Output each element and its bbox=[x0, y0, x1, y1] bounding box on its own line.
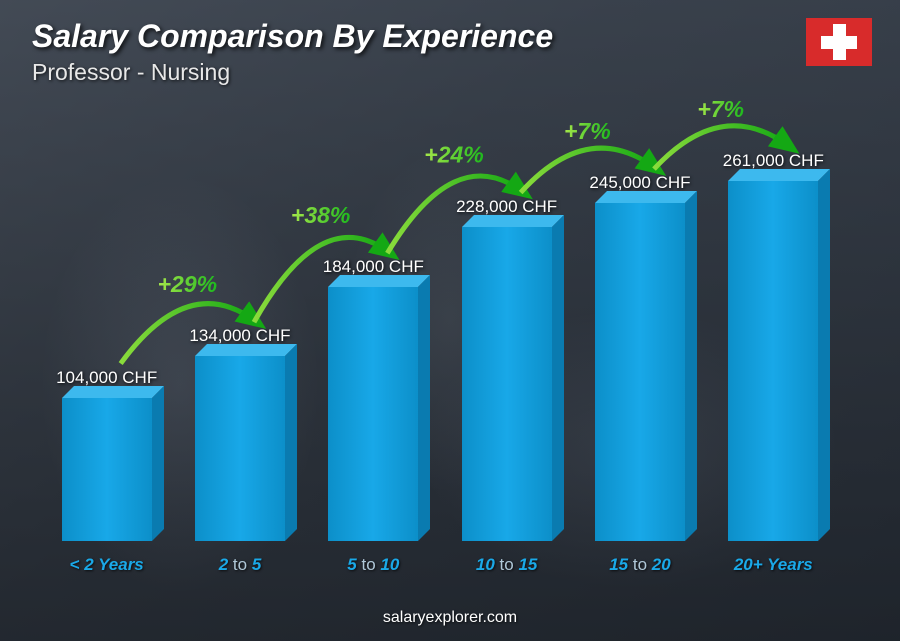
bar-value-label: 184,000 CHF bbox=[323, 257, 424, 277]
bar-group: 245,000 CHF bbox=[580, 173, 700, 541]
bar-side-face bbox=[552, 215, 564, 541]
x-axis-category-label: 5 to 10 bbox=[313, 555, 433, 575]
bar-value-label: 228,000 CHF bbox=[456, 197, 557, 217]
footer-attribution: salaryexplorer.com bbox=[0, 609, 900, 627]
x-axis-category-label: < 2 Years bbox=[47, 555, 167, 575]
bar-front-face bbox=[728, 181, 818, 541]
bar-side-face bbox=[285, 344, 297, 541]
x-axis-category-label: 10 to 15 bbox=[447, 555, 567, 575]
x-axis-category-label: 2 to 5 bbox=[180, 555, 300, 575]
x-axis-category-label: 20+ Years bbox=[713, 555, 833, 575]
bar-group: 104,000 CHF bbox=[47, 368, 167, 541]
bar-side-face bbox=[685, 191, 697, 541]
bars-container: 104,000 CHF 134,000 CHF 184,000 CHF 228,000… bbox=[40, 111, 840, 541]
bar-front-face bbox=[595, 203, 685, 541]
bar-value-label: 245,000 CHF bbox=[589, 173, 690, 193]
bar bbox=[62, 398, 152, 541]
bar-group: 228,000 CHF bbox=[447, 197, 567, 541]
bar bbox=[462, 227, 552, 541]
bar-top-face bbox=[328, 275, 430, 287]
bar-front-face bbox=[328, 287, 418, 541]
country-flag bbox=[806, 18, 872, 66]
bar-side-face bbox=[418, 275, 430, 541]
bar-top-face bbox=[728, 169, 830, 181]
bar-value-label: 104,000 CHF bbox=[56, 368, 157, 388]
flag-cross-horizontal bbox=[821, 36, 857, 49]
bar-top-face bbox=[462, 215, 564, 227]
bar bbox=[195, 356, 285, 541]
bar-front-face bbox=[62, 398, 152, 541]
chart-area: 104,000 CHF 134,000 CHF 184,000 CHF 228,000… bbox=[40, 100, 840, 571]
bar-group: 261,000 CHF bbox=[713, 151, 833, 541]
bar-value-label: 134,000 CHF bbox=[189, 326, 290, 346]
bar-group: 134,000 CHF bbox=[180, 326, 300, 541]
bar-group: 184,000 CHF bbox=[313, 257, 433, 541]
bar-front-face bbox=[462, 227, 552, 541]
x-axis-category-label: 15 to 20 bbox=[580, 555, 700, 575]
bar-side-face bbox=[152, 386, 164, 541]
chart-subtitle: Professor - Nursing bbox=[32, 59, 868, 86]
bar-top-face bbox=[195, 344, 297, 356]
chart-title: Salary Comparison By Experience bbox=[32, 18, 868, 55]
x-axis-labels: < 2 Years 2 to 5 5 to 10 10 to 15 15 to 20 20… bbox=[40, 555, 840, 575]
bar bbox=[595, 203, 685, 541]
bar bbox=[728, 181, 818, 541]
bar-front-face bbox=[195, 356, 285, 541]
bar bbox=[328, 287, 418, 541]
bar-side-face bbox=[818, 169, 830, 541]
bar-value-label: 261,000 CHF bbox=[723, 151, 824, 171]
bar-top-face bbox=[595, 191, 697, 203]
bar-top-face bbox=[62, 386, 164, 398]
header: Salary Comparison By Experience Professo… bbox=[32, 18, 868, 86]
